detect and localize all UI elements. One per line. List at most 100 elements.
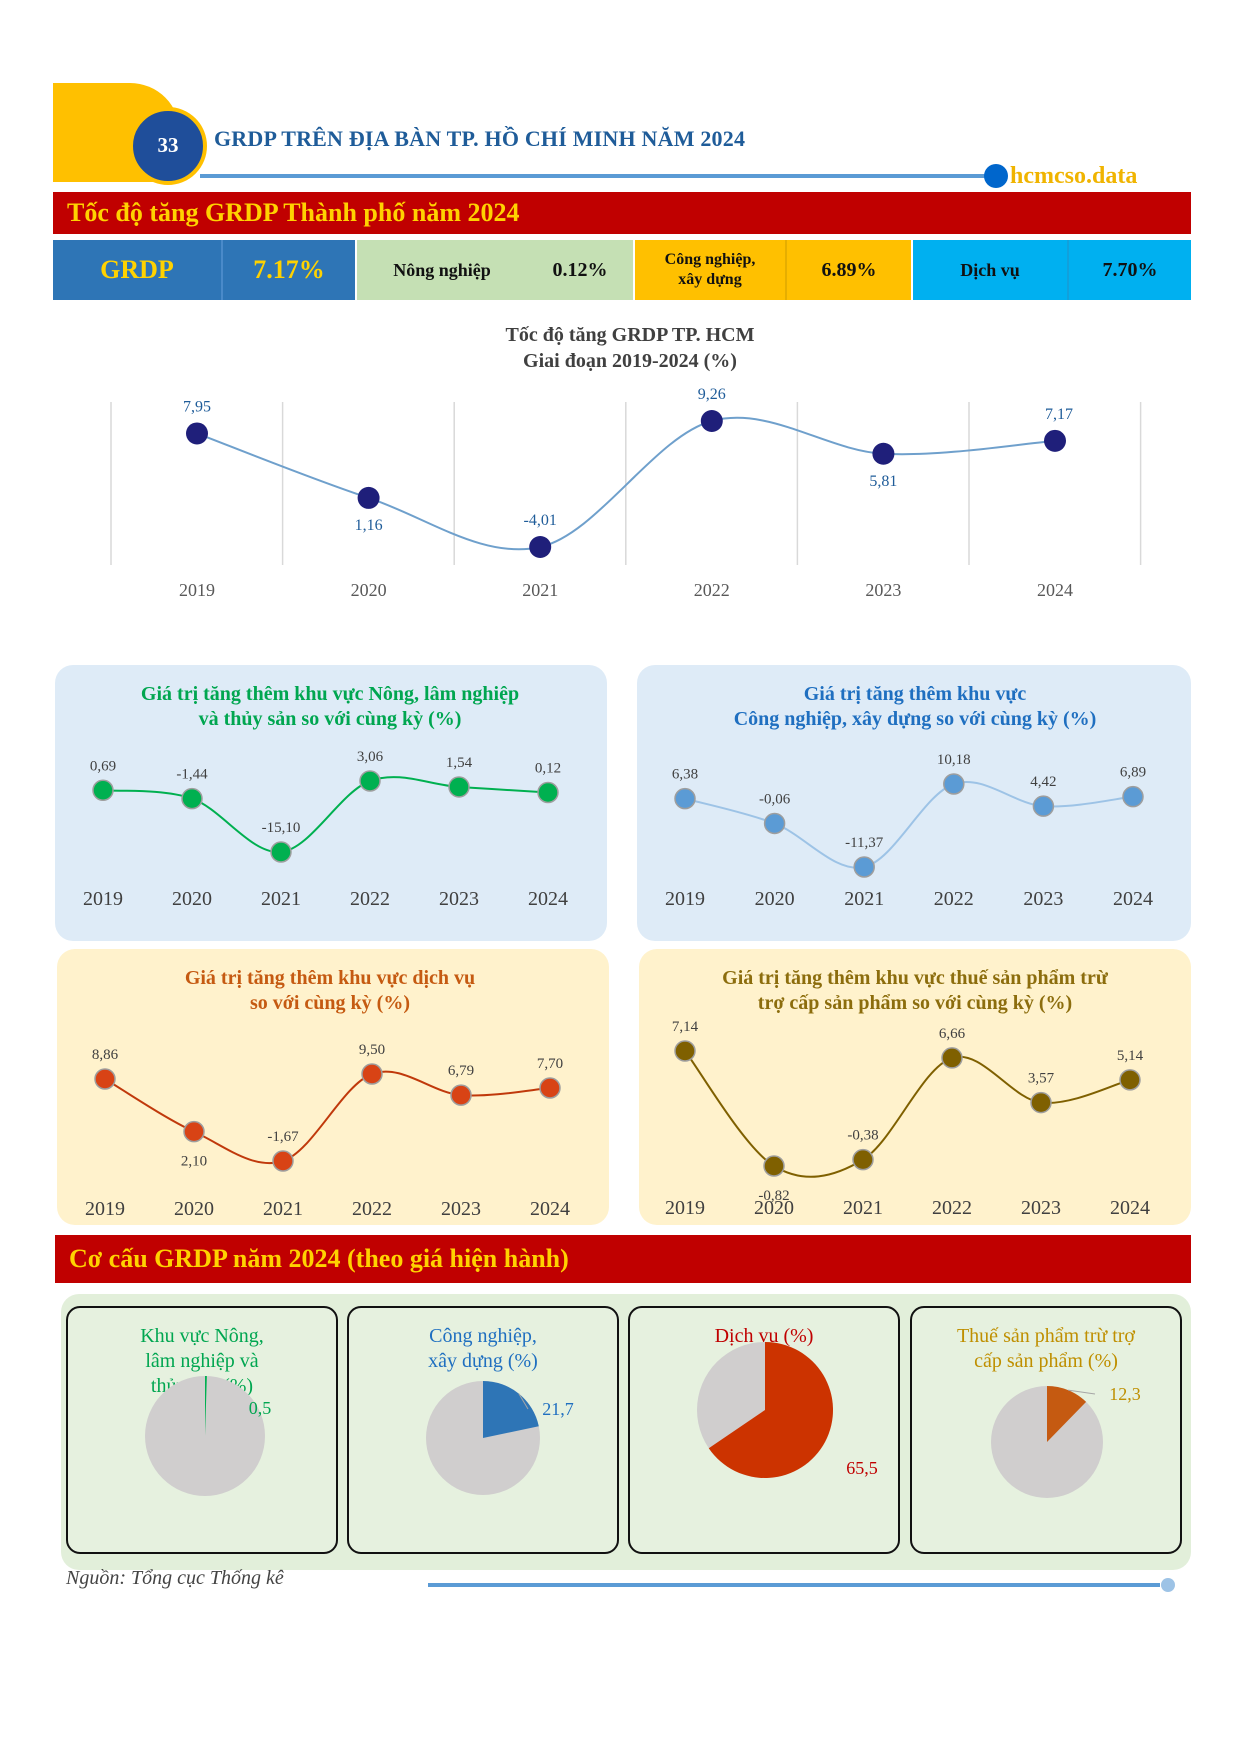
chart-tax-point <box>852 1148 874 1171</box>
chart-industry-point <box>943 773 965 795</box>
chart-agri-point <box>448 776 470 798</box>
chart-industry-point <box>763 812 786 835</box>
structure-pies: 0,5 21,7 65,5 12,3 <box>145 1342 1141 1498</box>
chart-service-data-label: -1,67 <box>267 1129 299 1145</box>
chart-industry-x-tick: 2019 <box>665 888 705 910</box>
chart-industry-series-line <box>684 781 1134 869</box>
agri-chart-title-line1: Giá trị tăng thêm khu vực Nông, lâm nghi… <box>140 683 520 705</box>
kpi-industry-label-line1: Công nghiệp, <box>664 251 756 268</box>
chart-industry-x-tick: 2024 <box>1113 888 1153 910</box>
chart-industry-data-label: 6,89 <box>1120 765 1146 781</box>
service-chart-title: Giá trị tăng thêm khu vực dịch vụ so với… <box>80 966 580 1016</box>
chart-tax-x-tick: 2023 <box>1021 1197 1061 1219</box>
chart-tax-data-label: 5,14 <box>1117 1048 1144 1064</box>
tax-chart-title-line2: trợ cấp sản phẩm so với cùng kỳ (%) <box>757 992 1073 1014</box>
industry-chart: 6,38 2019 -0,06 2020 -11,37 2021 10,18 2022 4,42… <box>665 752 1153 910</box>
chart-service-point <box>183 1120 205 1143</box>
main-chart-subtitle: Giai đoạn 2019-2024 (%) <box>523 350 737 372</box>
main-chart-point <box>529 536 552 558</box>
pie-tax-title: Thuế sản phẩm trừ trợ cấp sản phẩm (%) <box>912 1324 1180 1374</box>
chart-agri-x-tick: 2023 <box>439 888 479 910</box>
industry-chart-title-line1: Giá trị tăng thêm khu vực <box>803 683 1027 705</box>
chart-tax-point <box>1030 1091 1052 1114</box>
pie-data-label: 12,3 <box>1109 1384 1141 1404</box>
main-chart-x-tick: 2023 <box>865 580 901 600</box>
kpi-industry-value: 6.89% <box>821 258 877 281</box>
pie-agriculture-title-line1: Khu vực Nông, <box>140 1325 264 1347</box>
agri-chart-title-line2: và thủy sản so với cùng kỳ (%) <box>198 708 462 730</box>
chart-service-x-tick: 2023 <box>441 1198 481 1220</box>
tax-chart-title-line1: Giá trị tăng thêm khu vực thuế sản phẩm … <box>722 967 1108 989</box>
pie-agriculture-title-line2: lâm nghiệp và <box>145 1350 259 1372</box>
main-chart-data-label: 7,17 <box>1045 406 1073 423</box>
main-chart-x-tick: 2020 <box>351 580 387 600</box>
main-growth-chart: 7,95 2019 1,16 2020 -4,01 2021 9,26 2022 5,81 202… <box>110 386 1142 600</box>
pie-leader-line <box>1068 1389 1096 1395</box>
chart-industry-point <box>853 856 875 878</box>
chart-tax-x-tick: 2024 <box>1110 1197 1150 1219</box>
chart-service-x-tick: 2021 <box>263 1198 303 1220</box>
chart-service-data-label: 2,10 <box>181 1154 207 1170</box>
chart-agri-x-tick: 2021 <box>261 888 301 910</box>
service-chart-title-line1: Giá trị tăng thêm khu vực dịch vụ <box>184 967 476 989</box>
chart-service-x-tick: 2024 <box>530 1198 570 1220</box>
chart-service-point <box>94 1068 116 1090</box>
chart-tax-series-line <box>684 1050 1131 1178</box>
kpi-service-divider <box>1067 240 1069 300</box>
chart-agri-point <box>92 779 114 802</box>
pie-tax-title-line2: cấp sản phẩm (%) <box>974 1350 1118 1372</box>
chart-agri-x-tick: 2022 <box>350 888 390 910</box>
footer-decoration <box>428 1578 1175 1592</box>
main-chart-x-tick: 2019 <box>179 580 215 600</box>
chart-tax-x-tick: 2022 <box>932 1197 972 1219</box>
kpi-industry: Công nghiệp, xây dựng 6.89% <box>635 240 911 300</box>
chart-service-point <box>272 1150 294 1172</box>
chart-tax-data-label: 7,14 <box>672 1019 699 1035</box>
pie-data-label: 0,5 <box>249 1398 272 1418</box>
chart-service-data-label: 7,70 <box>537 1056 563 1072</box>
chart-industry-x-tick: 2021 <box>844 888 884 910</box>
source-note: Nguồn: Tổng cục Thống kê <box>66 1567 284 1589</box>
chart-industry-data-label: -0,06 <box>759 791 791 807</box>
kpi-industry-label-line2: xây dựng <box>678 271 742 288</box>
pie-value-slice <box>1047 1386 1087 1442</box>
chart-industry-x-tick: 2020 <box>755 888 795 910</box>
main-chart-title: Tốc độ tăng GRDP TP. HCM <box>505 324 755 346</box>
brand-label: hcmcso.data <box>1010 163 1138 189</box>
section-title-growth-text: Tốc độ tăng GRDP Thành phố năm 2024 <box>67 198 520 227</box>
chart-agri-data-label: 0,69 <box>90 758 116 774</box>
main-chart-point <box>186 422 208 445</box>
chart-agri-data-label: 3,06 <box>357 749 384 765</box>
kpi-agriculture: Nông nghiệp 0.12% <box>357 240 633 300</box>
kpi-service: Dịch vụ 7.70% <box>913 240 1191 300</box>
pie-value-slice <box>205 1376 207 1436</box>
card-agriculture <box>55 665 607 941</box>
chart-tax-x-tick: 2021 <box>843 1197 883 1219</box>
main-chart-x-tick: 2024 <box>1037 580 1073 600</box>
kpi-grdp: GRDP 7.17% <box>53 240 355 300</box>
chart-industry-x-tick: 2022 <box>934 888 974 910</box>
chart-service-x-tick: 2020 <box>174 1198 214 1220</box>
pie-service-title: Dịch vụ (%) <box>630 1324 898 1349</box>
kpi-grdp-value: 7.17% <box>253 255 325 284</box>
kpi-industry-divider <box>785 240 787 300</box>
header-decoration <box>53 83 1008 188</box>
section-title-growth: Tốc độ tăng GRDP Thành phố năm 2024 <box>53 192 1191 234</box>
chart-service-data-label: 8,86 <box>92 1047 119 1063</box>
main-chart-data-label: 7,95 <box>183 398 211 415</box>
chart-tax-x-tick: 2020 <box>754 1197 794 1219</box>
service-chart-title-line2: so với cùng kỳ (%) <box>250 992 410 1014</box>
chart-agri-x-tick: 2020 <box>172 888 212 910</box>
section-title-structure: Cơ cấu GRDP năm 2024 (theo giá hiện hành… <box>55 1235 1191 1283</box>
chart-industry-data-label: 4,42 <box>1030 774 1056 790</box>
pie-value-slice <box>708 1342 834 1478</box>
pie-industry-title-line1: Công nghiệp, <box>429 1325 537 1347</box>
chart-tax-point <box>674 1040 696 1062</box>
card-service <box>57 949 609 1225</box>
chart-tax-data-label: -0,82 <box>758 1188 789 1204</box>
pie-data-label: 65,5 <box>846 1458 878 1478</box>
chart-service-point <box>539 1077 561 1099</box>
chart-agri-point <box>537 781 559 804</box>
pie-industry-title: Công nghiệp, xây dựng (%) <box>349 1324 617 1374</box>
